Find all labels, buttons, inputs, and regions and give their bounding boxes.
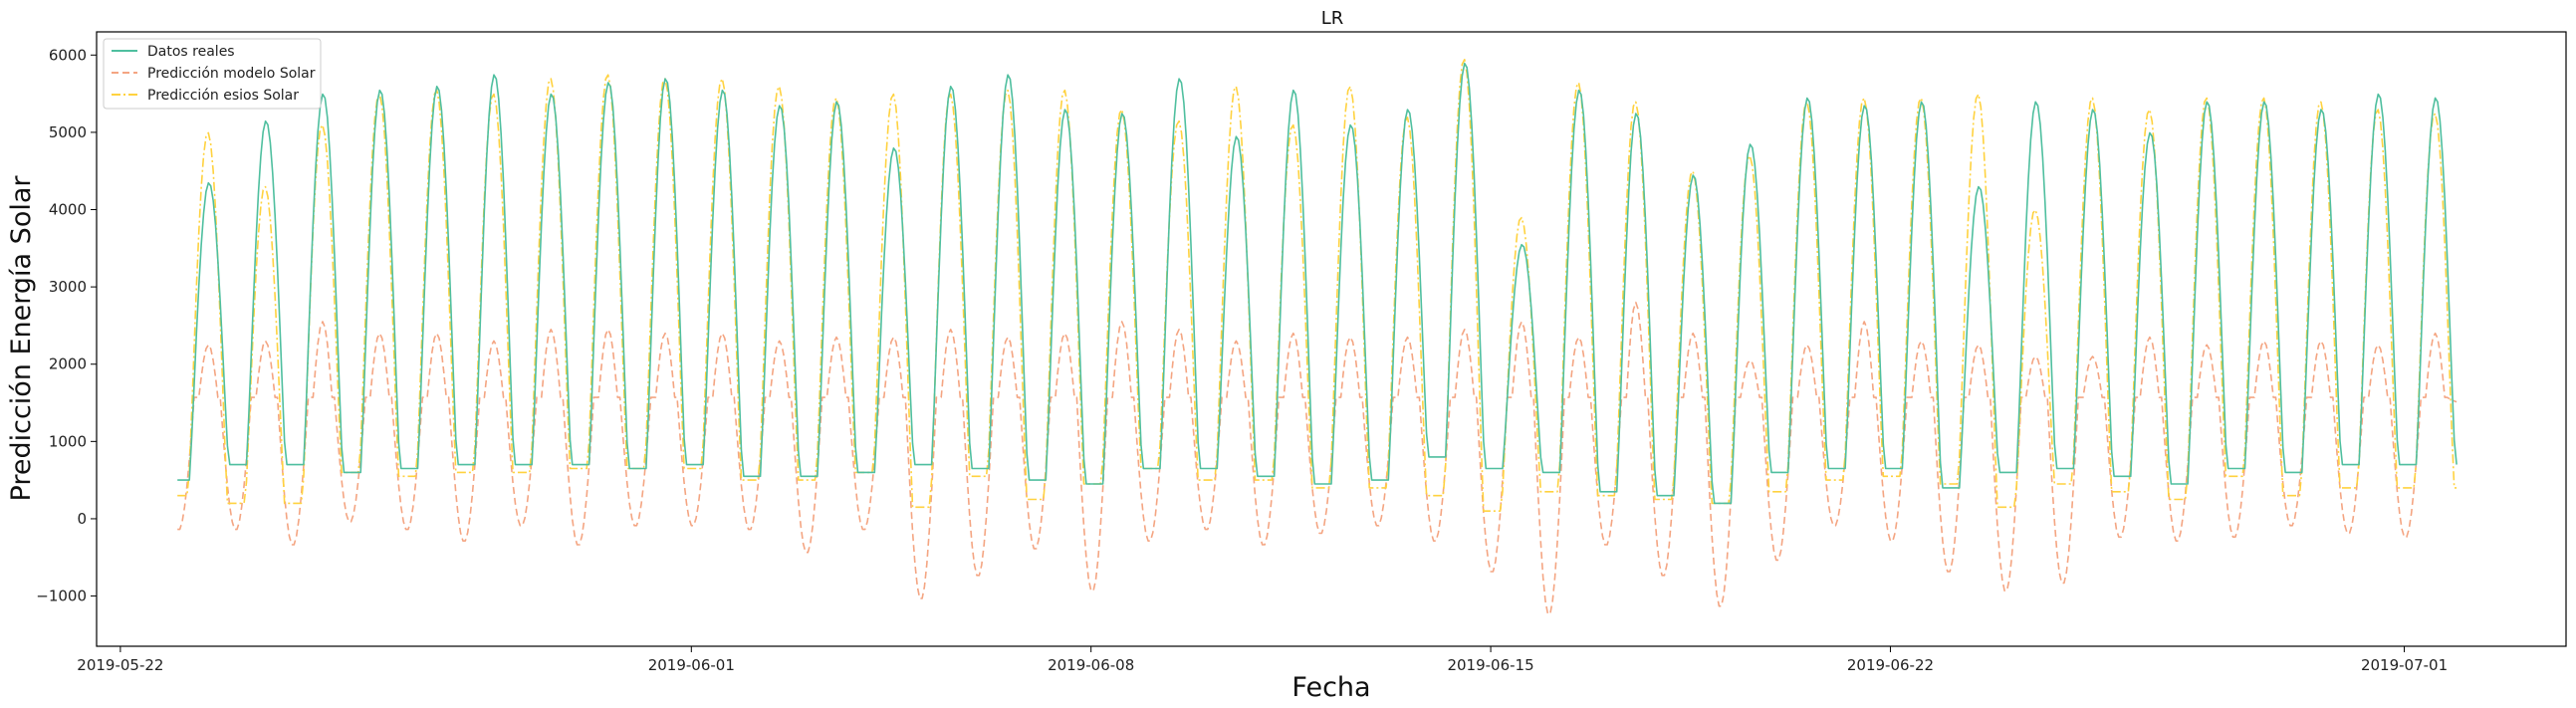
legend: Datos reales Predicción modelo Solar Pre… — [103, 38, 322, 110]
x-axis-ticks: 2019-05-22 2019-06-01 2019-06-08 2019-06-15… — [77, 646, 2448, 674]
x-axis-title: Fecha — [1291, 672, 1370, 703]
plot-area-frame — [96, 31, 2567, 647]
y-tick-label: 4000 — [49, 201, 87, 219]
plot-series-group — [177, 58, 2458, 615]
series-line-prediccion-modelo — [177, 301, 2458, 615]
legend-label-datos-reales: Datos reales — [147, 44, 235, 60]
legend-label-prediccion-modelo: Predicción modelo Solar — [147, 66, 316, 82]
x-tick-label: 2019-07-01 — [2361, 656, 2448, 674]
legend-box — [103, 38, 322, 110]
x-tick-label: 2019-06-08 — [1048, 656, 1134, 674]
y-tick-label: 3000 — [49, 278, 87, 296]
y-axis-title: Predicción Energía Solar — [6, 175, 37, 502]
x-tick-label: 2019-05-22 — [77, 656, 163, 674]
chart-title: LR — [1321, 8, 1344, 29]
y-tick-label: 0 — [77, 510, 87, 528]
series-line-datos-reales — [177, 62, 2458, 505]
x-tick-label: 2019-06-22 — [1847, 656, 1934, 674]
y-tick-label: 6000 — [49, 46, 87, 64]
y-tick-label: −1000 — [36, 588, 87, 605]
y-axis-ticks: −1000 0 1000 2000 3000 4000 5000 6000 — [36, 46, 97, 605]
y-tick-label: 5000 — [49, 123, 87, 141]
x-tick-label: 2019-06-01 — [648, 656, 735, 674]
y-tick-label: 1000 — [49, 432, 87, 450]
y-tick-label: 2000 — [49, 355, 87, 373]
legend-label-prediccion-esios: Predicción esios Solar — [147, 88, 299, 104]
x-tick-label: 2019-06-15 — [1447, 656, 1533, 674]
